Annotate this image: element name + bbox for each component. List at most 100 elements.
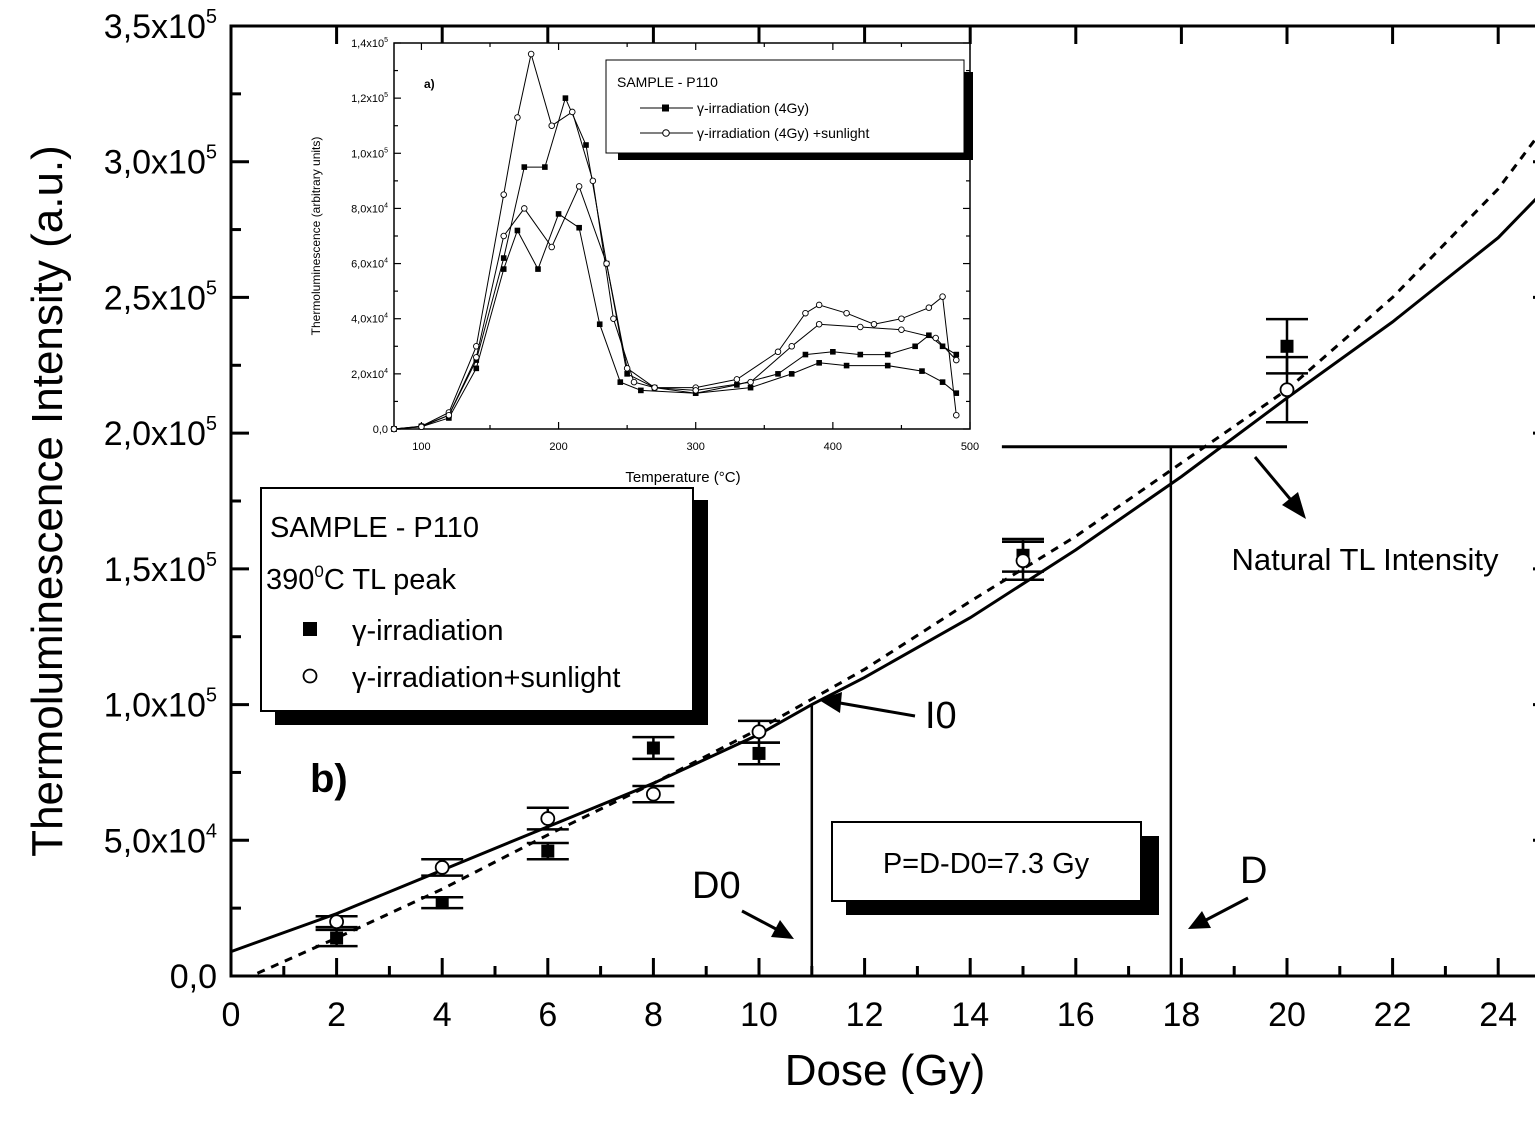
- inset-point-circle: [939, 293, 946, 300]
- d0-arrow: [741, 909, 777, 931]
- inset-y-tick-label: 0,0: [373, 424, 388, 436]
- x-tick-label: 2: [327, 996, 346, 1034]
- inset-point-circle: [925, 304, 933, 311]
- inset-point-circle: [575, 183, 583, 190]
- inset-point-circle: [815, 301, 823, 309]
- main-legend-series-2: γ-irradiation+sunlight: [352, 662, 620, 694]
- x-tick-label: 8: [644, 996, 663, 1034]
- annotations: Natural TL Intensity I0 D0 D: [692, 456, 1499, 939]
- inset-point-circle: [418, 423, 425, 431]
- inset-point-square: [576, 224, 582, 231]
- inset-point-square: [926, 332, 932, 339]
- inset-point-square: [624, 371, 630, 377]
- main-ticks: [229, 24, 1535, 978]
- fit-curves: [230, 137, 1535, 975]
- legend-marker-filled-square: [303, 622, 317, 636]
- data-point-irradiation: [435, 896, 449, 910]
- x-tick-label: 12: [846, 996, 884, 1034]
- inset-point-circle: [815, 320, 823, 328]
- inset-point-circle: [802, 309, 809, 317]
- inset-point-square: [884, 362, 891, 369]
- inset-point-square: [542, 164, 548, 170]
- inset-point-square: [500, 266, 507, 272]
- x-tick-label: 0: [222, 996, 241, 1034]
- x-tick-label: 4: [433, 996, 452, 1034]
- inset-series-line: [393, 53, 957, 430]
- inset-y-tick-label: 2,0x104: [351, 368, 388, 381]
- fit-curve-sunlight: [256, 137, 1535, 975]
- inset-point-square: [939, 343, 946, 350]
- inset-point-square: [857, 351, 864, 358]
- legend-marker-open-circle: [302, 668, 318, 684]
- inset-point-square: [500, 255, 507, 261]
- data-point-sunlight: [1279, 382, 1295, 398]
- y-tick-label: 2,5x105: [104, 277, 217, 317]
- inset-point-circle: [521, 205, 528, 212]
- annotation-lines: [810, 445, 1287, 976]
- d-arrowhead: [1188, 911, 1211, 929]
- x-tick-label: 10: [740, 996, 778, 1034]
- panel-label-b: b): [310, 757, 348, 801]
- inset-point-circle: [445, 411, 453, 419]
- inset-point-square: [919, 368, 925, 374]
- inset-point-square: [583, 142, 589, 148]
- inset-point-square: [912, 343, 918, 350]
- x-tick-label: 20: [1268, 996, 1306, 1034]
- result-box-text: P=D-D0=7.3 Gy: [883, 848, 1090, 880]
- inset-legend-marker-square: [662, 104, 669, 112]
- inset-point-circle: [953, 356, 960, 364]
- inset-point-circle: [692, 387, 699, 394]
- data-point-sunlight: [329, 914, 345, 930]
- inset-tick-labels: 100 200 300 400 500 0,0 2,0x104 4,0x104 6,0x104 8…: [351, 37, 979, 453]
- inset-point-square: [617, 379, 624, 385]
- inset-x-axis-title: Temperature (°C): [625, 469, 740, 486]
- inset-x-tick-label: 300: [687, 441, 705, 453]
- data-point-irradiation: [330, 931, 344, 945]
- inset-y-tick-label: 1,4x105: [351, 37, 388, 50]
- inset-x-tick-label: 100: [412, 441, 430, 453]
- inset-point-circle: [548, 243, 555, 251]
- y-tick-label: 1,0x105: [104, 685, 217, 725]
- inset-point-circle: [514, 114, 521, 121]
- inset-point-square: [816, 360, 822, 366]
- main-tick-labels: 0 2 4 6 8 10 12 14 16 18 20 22 240,05,0x1041,0x1051,…: [104, 6, 1517, 1034]
- inset-point-circle: [390, 425, 398, 433]
- data-points: [315, 317, 1308, 948]
- main-legend: SAMPLE - P110 3900C TL peak γ-irradiatio…: [260, 487, 708, 725]
- y-axis-title: Thermoluminescence Intensity (a.u.): [23, 145, 72, 857]
- natural-tl-arrowhead: [1282, 492, 1306, 519]
- inset-point-square: [514, 227, 521, 234]
- d0-arrowhead: [771, 920, 794, 939]
- inset-y-tick-label: 4,0x104: [351, 313, 388, 326]
- data-point-sunlight: [434, 860, 450, 875]
- x-tick-label: 18: [1162, 996, 1200, 1034]
- d-label: D: [1240, 850, 1267, 892]
- inset-point-square: [555, 211, 562, 217]
- i0-label: I0: [925, 695, 957, 737]
- inset-legend-series-2: γ-irradiation (4Gy) +sunlight: [697, 125, 869, 141]
- i0-arrow: [839, 701, 916, 718]
- inset-point-square: [830, 349, 836, 355]
- inset-y-tick-label: 1,2x105: [351, 92, 388, 105]
- inset-point-circle: [610, 315, 617, 322]
- data-point-sunlight: [751, 724, 767, 740]
- inset-point-square: [596, 321, 603, 328]
- inset-point-circle: [898, 315, 905, 322]
- data-point-irradiation: [752, 746, 766, 760]
- inset-x-tick-label: 500: [961, 441, 979, 453]
- inset-point-square: [638, 387, 644, 394]
- data-point-irradiation: [541, 844, 555, 858]
- inset-legend-series-1: γ-irradiation (4Gy): [697, 100, 809, 116]
- fit-curve-irradiation: [230, 197, 1535, 954]
- inset-point-square: [843, 362, 850, 369]
- inset-point-circle: [870, 320, 878, 328]
- y-tick-label: 1,5x105: [104, 549, 217, 589]
- y-tick-label: 5,0x104: [104, 820, 217, 860]
- inset-point-circle: [500, 232, 507, 240]
- main-legend-title: SAMPLE - P110: [270, 512, 479, 544]
- inset-legend-marker-circle: [662, 129, 670, 137]
- natural-tl-arrow: [1253, 456, 1298, 507]
- inset-point-square: [788, 371, 795, 377]
- inset-point-square: [802, 351, 809, 358]
